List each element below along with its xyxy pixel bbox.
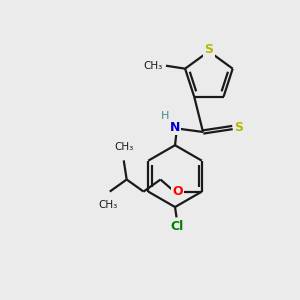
Text: S: S xyxy=(204,44,213,56)
Text: H: H xyxy=(161,111,170,121)
Text: N: N xyxy=(170,121,180,134)
Text: CH₃: CH₃ xyxy=(99,200,118,210)
Text: O: O xyxy=(172,185,183,198)
Text: CH₃: CH₃ xyxy=(114,142,134,152)
Text: Cl: Cl xyxy=(170,220,183,233)
Text: CH₃: CH₃ xyxy=(143,61,162,71)
Text: S: S xyxy=(234,121,243,134)
